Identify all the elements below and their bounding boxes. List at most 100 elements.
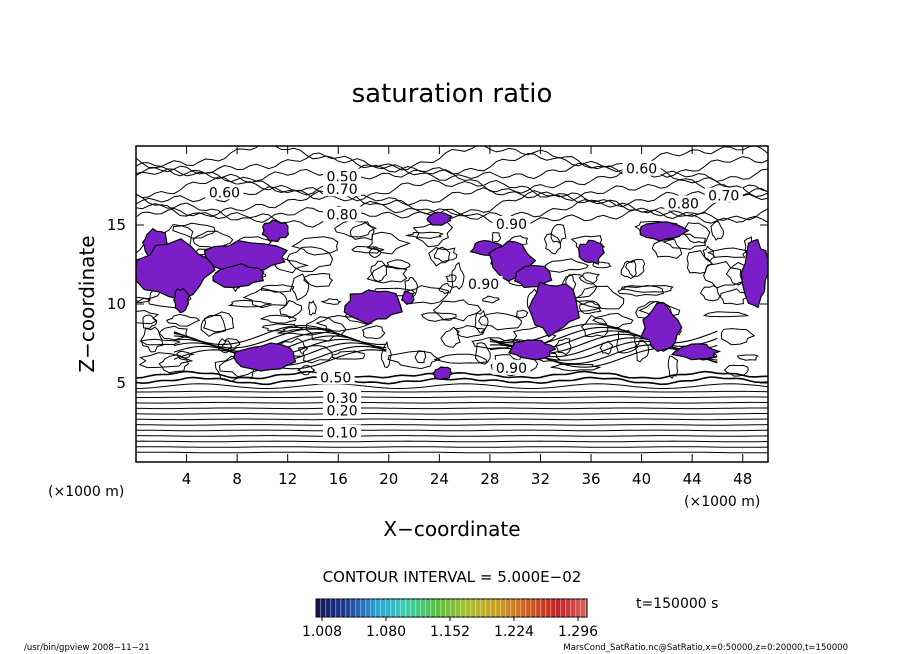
contour-line [723,364,749,377]
contour-line [667,355,679,379]
contour-line [277,326,335,336]
chart-title: saturation ratio [352,79,553,109]
contour-line [543,233,561,255]
contour-line [453,325,487,339]
contour-line [702,311,749,318]
contour-line [334,219,378,238]
contour-line [380,340,392,369]
contour-line [634,339,650,363]
colorbar-ticks: 1.008 1.080 1.152 1.224 1.296 [302,617,598,640]
contour-line [166,313,201,327]
contour-label: 0.70 [708,189,739,205]
contour-line [136,407,768,410]
contour-line [578,272,601,285]
contour-label-bg [323,389,362,405]
contour-line [433,246,458,263]
contour-line [351,245,385,254]
contour-line [491,231,502,243]
y-tick-label: 15 [107,216,126,234]
supersaturated-regions [136,211,768,381]
contour-line [260,284,295,293]
contour-line [710,221,725,241]
contour-line [136,376,768,386]
contour-line [136,451,768,454]
contour-line [136,435,768,437]
footer-right: MarsCond_SatRatio.nc@SatRatio,x=0:50000,… [563,643,848,653]
contour-line [303,272,334,288]
contour-label-bg [323,168,362,184]
contour-line [136,309,160,325]
contour-label-bg [664,195,703,211]
contour-line [136,413,768,415]
contour-label: 0.90 [496,361,527,377]
contour-line [308,300,317,316]
contour-line [474,309,489,334]
contour-label-bg [323,181,362,197]
supersaturated-region [173,287,190,314]
contour-line [707,247,747,258]
colorbar-tick-label: 1.224 [494,624,534,640]
supersaturated-region [507,339,557,361]
supersaturated-region [528,281,580,338]
contour-line [651,238,683,259]
x-tick-label: 48 [733,470,752,488]
colorbar-stripes [316,599,587,617]
contour-line [136,383,768,389]
contour-line [261,323,304,332]
contour-line [432,299,482,322]
contour-line [592,312,634,329]
contour-line [617,284,665,297]
contour-line [686,250,714,274]
supersaturated-region [343,289,403,325]
contour-line [720,328,756,346]
x-tick-label: 4 [182,470,192,488]
contour-line [136,418,768,421]
contour-line [544,258,590,273]
contour-label: 0.80 [668,196,699,212]
supersaturated-region [212,263,265,289]
contour-line [136,190,768,220]
contour-line [172,222,216,239]
contour-line [625,258,646,278]
contour-line [136,440,768,443]
contour-line [592,261,612,269]
contour-line [320,298,342,305]
contour-label-bg [492,216,531,231]
contour-line [405,231,444,239]
contour-label-bg [205,184,244,200]
contour-label: 0.60 [626,162,657,178]
contour-line [599,340,614,355]
x-tick-label: 32 [531,470,550,488]
contour-line [414,350,427,364]
supersaturated-region [740,238,768,309]
contour-line [620,260,637,280]
x-tick-label: 20 [379,470,398,488]
x-axis-label: X−coordinate [383,517,520,541]
contour-label-bg [492,359,531,375]
y-tick-label: 5 [116,374,126,392]
contour-line [286,246,334,273]
supersaturated-region [203,239,289,273]
contour-line [387,350,441,370]
contour-line [136,146,768,173]
contour-line [136,396,768,398]
contour-label-bg [323,402,362,418]
contour-line [412,221,454,248]
contour-line [136,446,768,448]
x-unit-left: (×1000 m) [48,484,124,500]
contour-line [136,199,768,223]
contour-line [550,363,602,372]
contour-line [421,312,457,322]
contour-labels: 0.100.200.300.500.900.600.500.700.800.90… [205,160,743,442]
contour-line [297,345,333,364]
supersaturated-region [670,343,722,361]
contour-line [140,326,164,353]
x-tick-label: 36 [581,470,600,488]
contour-label-bg [316,369,355,385]
contour-line [478,312,523,331]
contour-line [136,167,768,196]
x-tick-label: 8 [232,470,242,488]
contour-label: 0.60 [209,185,240,201]
x-tick-label: 44 [683,470,702,488]
supersaturated-region [400,290,415,305]
